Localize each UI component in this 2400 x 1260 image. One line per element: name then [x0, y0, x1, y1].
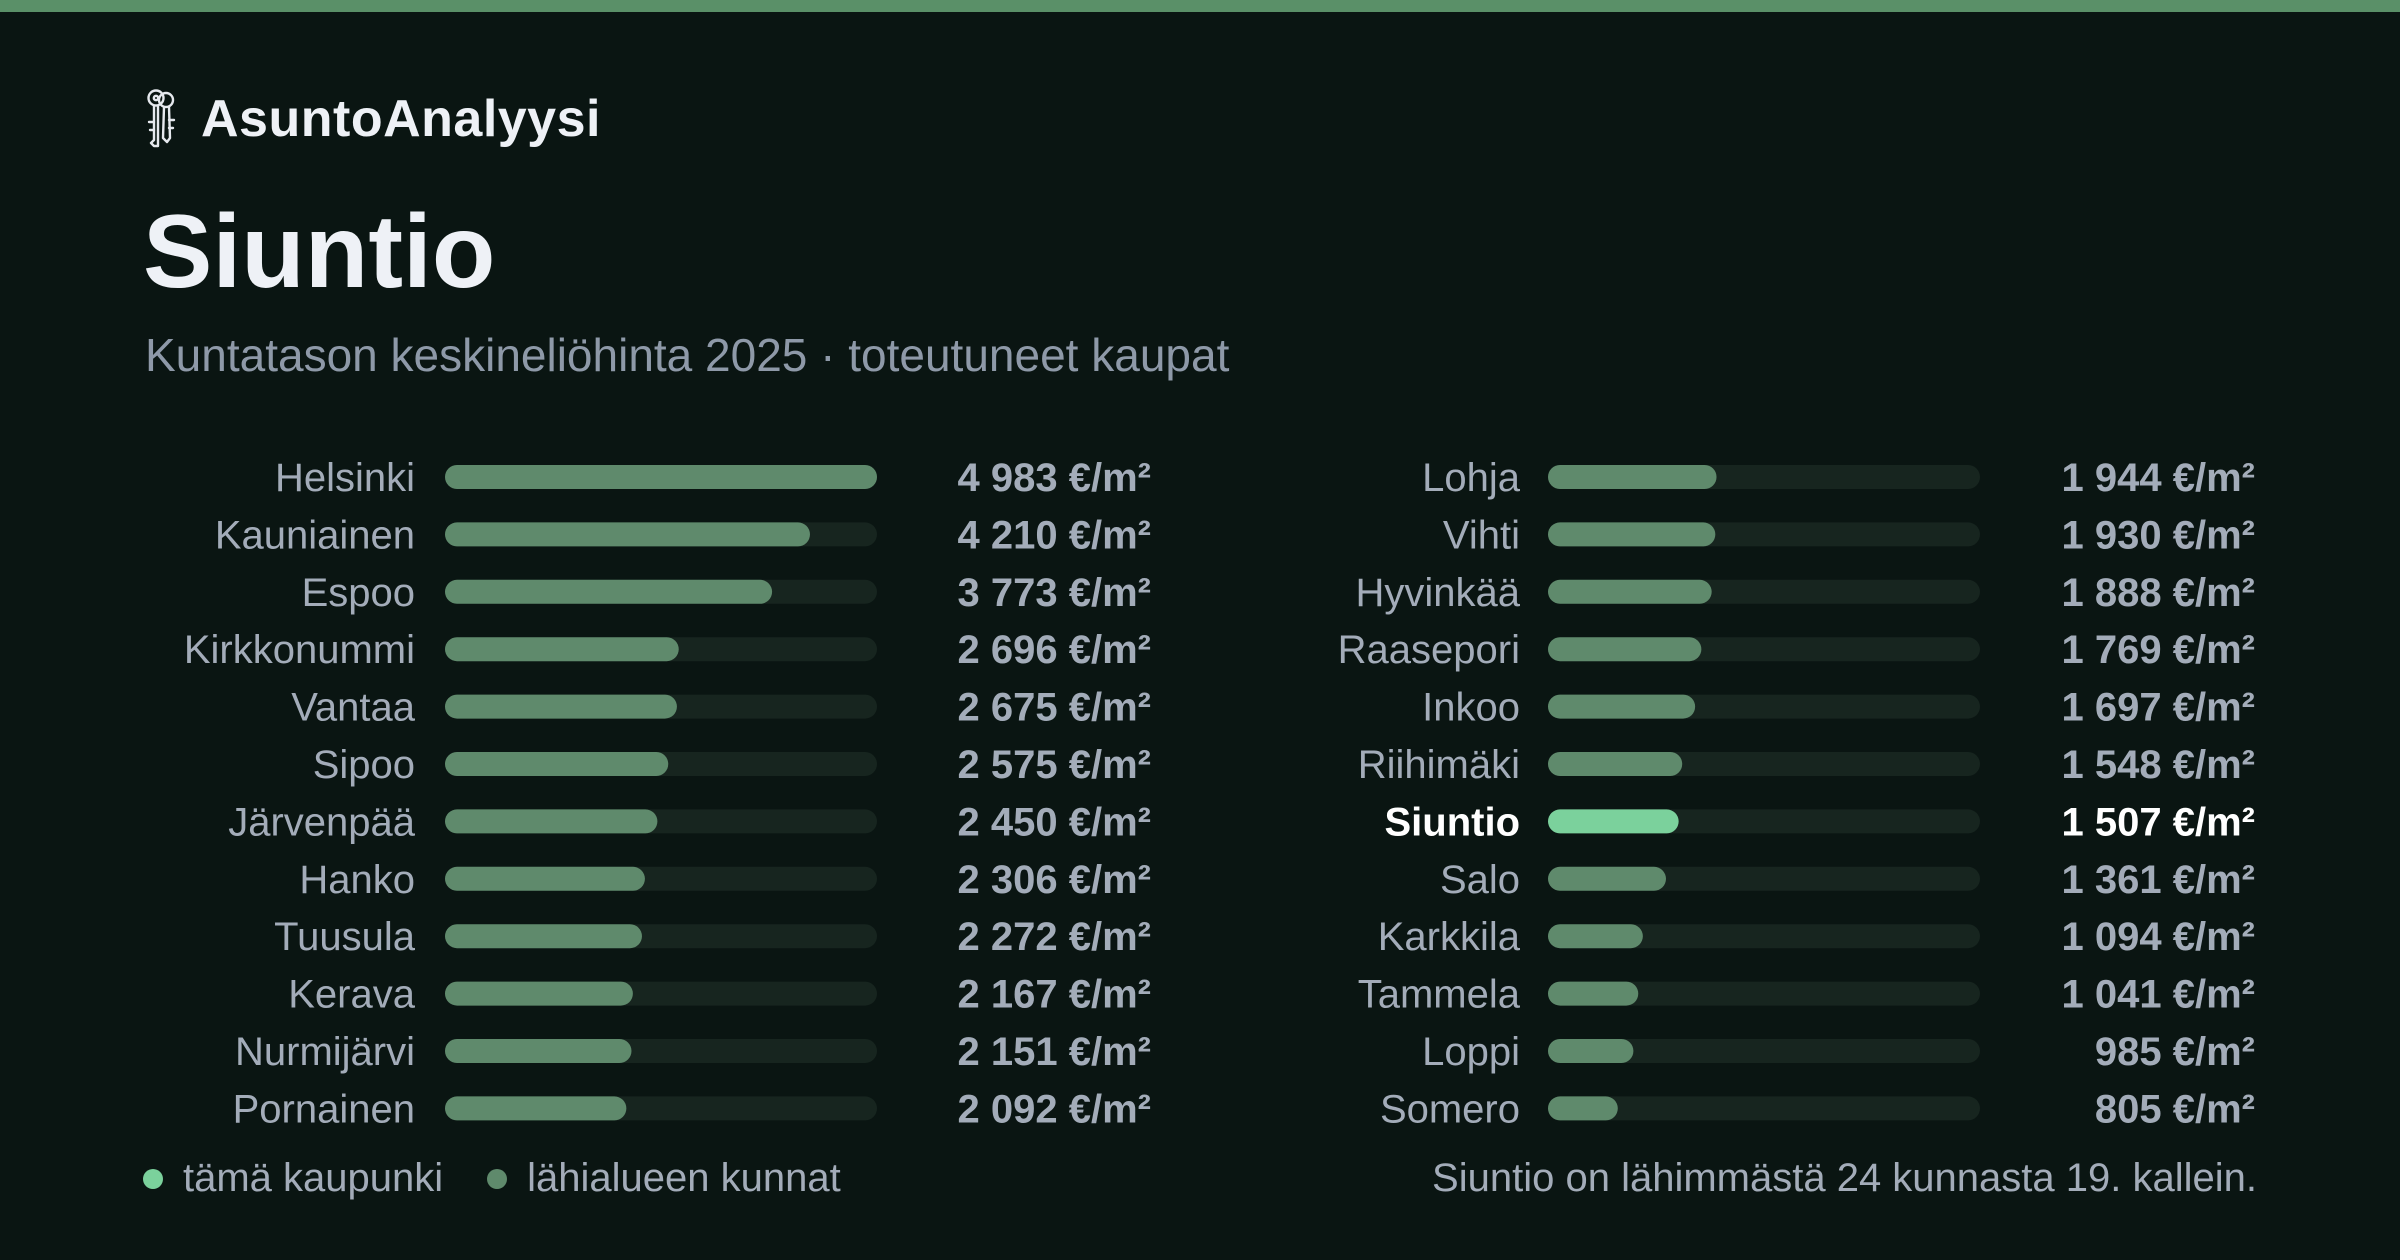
bar-value-lohja: 1 944 €/m²: [2062, 456, 2255, 500]
bar-value-tammela: 1 041 €/m²: [2062, 973, 2255, 1017]
bar-value-tuusula: 2 272 €/m²: [958, 915, 1151, 959]
bar-value-somero: 805 €/m²: [2095, 1087, 2255, 1131]
bar-label-espoo: Espoo: [302, 571, 415, 615]
bar-label-helsinki: Helsinki: [275, 456, 415, 500]
bar-value-hanko: 2 306 €/m²: [958, 858, 1151, 902]
bar-label-jarvenpaa: Järvenpää: [228, 800, 416, 844]
bar-value-salo: 1 361 €/m²: [2062, 858, 2255, 902]
bar-track-loppi: [1548, 1039, 1980, 1063]
bar-label-vihti: Vihti: [1443, 513, 1520, 557]
bar-track-karkkila: [1548, 924, 1980, 949]
bar-value-jarvenpaa: 2 450 €/m²: [958, 800, 1151, 844]
bar-value-hyvinkaa: 1 888 €/m²: [2062, 571, 2255, 615]
bar-label-pornainen: Pornainen: [233, 1087, 415, 1131]
bar-value-raasepori: 1 769 €/m²: [2062, 628, 2255, 672]
bar-value-siuntio: 1 507 €/m²: [2062, 800, 2255, 844]
bar-value-inkoo: 1 697 €/m²: [2062, 686, 2255, 730]
bar-label-kerava: Kerava: [288, 973, 415, 1017]
bar-inkoo: [1548, 694, 1696, 719]
bar-value-nurmijarvi: 2 151 €/m²: [958, 1030, 1151, 1074]
bar-loppi: [1548, 1039, 1634, 1063]
bar-jarvenpaa: [445, 809, 658, 834]
bar-label-sipoo: Sipoo: [313, 743, 415, 787]
bar-helsinki: [445, 465, 877, 489]
bar-label-somero: Somero: [1380, 1087, 1520, 1131]
bar-raasepori: [1548, 637, 1702, 662]
bar-label-vantaa: Vantaa: [291, 686, 416, 730]
bar-label-raasepori: Raasepori: [1338, 628, 1520, 672]
bar-value-helsinki: 4 983 €/m²: [958, 456, 1151, 500]
bar-karkkila: [1548, 924, 1643, 949]
legend-label-nearby: lähialueen kunnat: [527, 1156, 841, 1200]
bar-value-pornainen: 2 092 €/m²: [958, 1087, 1151, 1131]
bar-label-inkoo: Inkoo: [1422, 686, 1520, 730]
bar-label-lohja: Lohja: [1422, 456, 1521, 500]
bar-value-kerava: 2 167 €/m²: [958, 973, 1151, 1017]
bar-value-kauniainen: 4 210 €/m²: [958, 513, 1151, 557]
chart-legend: tämä kaupunki lähialueen kunnat: [143, 1156, 885, 1201]
bar-label-hyvinkaa: Hyvinkää: [1355, 571, 1520, 615]
bar-value-vihti: 1 930 €/m²: [2062, 513, 2255, 557]
bar-vantaa: [445, 694, 677, 719]
keys-icon: [147, 89, 176, 148]
bar-tuusula: [445, 924, 642, 949]
bar-somero: [1548, 1096, 1618, 1121]
bar-value-riihimaki: 1 548 €/m²: [2062, 743, 2255, 787]
bar-label-riihimaki: Riihimäki: [1358, 743, 1520, 787]
bar-kirkkonummi: [445, 637, 679, 662]
brand: AsuntoAnalyysi: [143, 88, 601, 150]
bar-value-vantaa: 2 675 €/m²: [958, 686, 1151, 730]
bar-value-espoo: 3 773 €/m²: [958, 571, 1151, 615]
bar-label-karkkila: Karkkila: [1378, 915, 1521, 959]
bar-track-tammela: [1548, 981, 1980, 1006]
legend-item-nearby: lähialueen kunnat: [487, 1156, 841, 1201]
bar-label-nurmijarvi: Nurmijärvi: [235, 1030, 415, 1074]
bar-label-tuusula: Tuusula: [274, 915, 416, 959]
bar-label-tammela: Tammela: [1358, 973, 1521, 1017]
bar-nurmijarvi: [445, 1039, 632, 1063]
legend-dot-nearby: [487, 1168, 508, 1189]
bar-pornainen: [445, 1096, 627, 1121]
rank-footnote: Siuntio on lähimmästä 24 kunnasta 19. ka…: [1432, 1156, 2257, 1200]
bar-vihti: [1548, 522, 1716, 547]
bar-espoo: [445, 579, 773, 604]
bar-value-loppi: 985 €/m²: [2095, 1030, 2255, 1074]
bar-kauniainen: [445, 522, 810, 547]
bar-siuntio: [1548, 809, 1679, 834]
brand-name: AsuntoAnalyysi: [201, 90, 601, 148]
bar-riihimaki: [1548, 752, 1683, 776]
bar-lohja: [1548, 465, 1717, 489]
bar-label-siuntio: Siuntio: [1384, 800, 1520, 844]
bar-track-somero: [1548, 1096, 1980, 1121]
bar-hanko: [445, 866, 645, 891]
legend-dot-this-city: [143, 1168, 163, 1189]
bar-sipoo: [445, 752, 669, 776]
bar-salo: [1548, 866, 1666, 891]
bar-tammela: [1548, 981, 1639, 1006]
bar-value-sipoo: 2 575 €/m²: [958, 743, 1151, 787]
bar-label-kauniainen: Kauniainen: [215, 513, 415, 557]
legend-item-this-city: tämä kaupunki: [143, 1156, 443, 1201]
bar-kerava: [445, 981, 633, 1006]
page-subtitle: Kuntatason keskineliöhinta 2025 · toteut…: [145, 329, 1230, 381]
page-title: Siuntio: [143, 194, 496, 310]
top-accent-bar: [0, 0, 2400, 12]
bar-value-kirkkonummi: 2 696 €/m²: [958, 628, 1151, 672]
bar-label-hanko: Hanko: [299, 858, 415, 902]
bar-label-loppi: Loppi: [1422, 1030, 1520, 1074]
bar-value-karkkila: 1 094 €/m²: [2062, 915, 2255, 959]
bar-label-kirkkonummi: Kirkkonummi: [184, 628, 415, 672]
bar-label-salo: Salo: [1440, 858, 1520, 902]
legend-label-this-city: tämä kaupunki: [183, 1156, 444, 1200]
bar-hyvinkaa: [1548, 579, 1712, 604]
